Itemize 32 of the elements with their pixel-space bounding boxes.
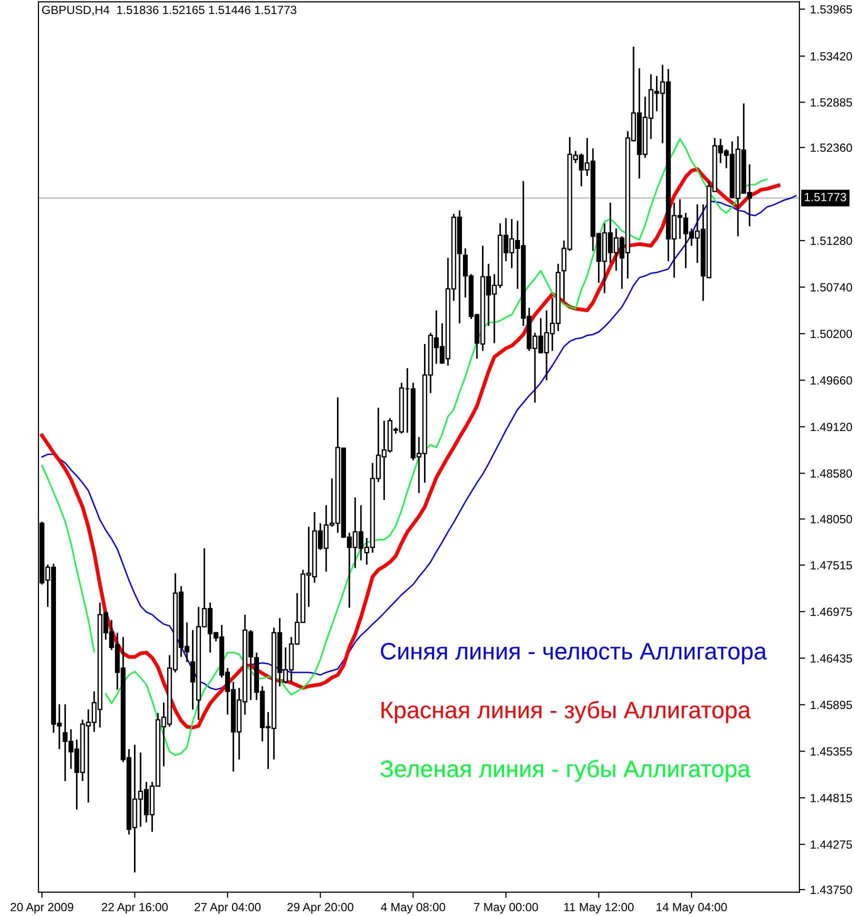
text: Красная линия - зубы Аллигатора xyxy=(382,700,751,724)
y-tick-label: 1.52885 xyxy=(810,98,852,107)
ref-line-label: 1.51773 xyxy=(804,192,846,202)
chart-title: GBPUSD,H4 1.51836 1.52165 1.51446 1.51773 xyxy=(42,6,296,16)
x-tick-label: 14 May 04:00 xyxy=(656,902,727,914)
y-tick-label: 1.46435 xyxy=(810,654,852,663)
y-tick-label: 1.50200 xyxy=(810,330,852,338)
text: Зеленая линия - губы Аллигатора xyxy=(380,760,751,782)
y-tick-label: 1.47515 xyxy=(810,561,852,570)
y-tick-label: 1.51280 xyxy=(810,236,852,245)
x-tick-label: 11 May 12:00 xyxy=(564,902,634,914)
y-tick-label: 1.43750 xyxy=(810,886,852,894)
x-tick-label: 20 Apr 2009 xyxy=(10,902,74,914)
x-tick-label: 22 Apr 16:00 xyxy=(102,902,168,914)
y-tick-label: 1.53965 xyxy=(810,5,852,14)
y-tick-label: 1.48050 xyxy=(810,515,852,524)
series-label: Синяя линия - челюсть Аллигатора xyxy=(380,642,767,664)
y-tick-label: 1.49660 xyxy=(810,376,852,385)
y-tick-label: 1.45895 xyxy=(810,700,852,710)
x-tick-label: 7 May 00:00 xyxy=(474,902,538,914)
x-tick-label: 29 Apr 20:00 xyxy=(287,902,354,914)
y-tick-label: 1.53420 xyxy=(810,52,852,61)
y-tick-label: 1.45355 xyxy=(810,747,852,756)
y-tick-label: 1.49120 xyxy=(810,422,852,432)
y-tick-label: 1.44275 xyxy=(810,840,852,849)
y-tick-label: 1.48580 xyxy=(810,469,852,478)
y-tick-label: 1.46975 xyxy=(810,608,852,616)
y-tick-label: 1.50740 xyxy=(810,283,852,292)
x-tick-label: 4 May 08:00 xyxy=(380,902,446,914)
x-tick-label: 27 Apr 04:00 xyxy=(194,902,261,914)
y-tick-label: 1.44815 xyxy=(810,794,852,802)
y-tick-label: 1.52360 xyxy=(810,144,852,152)
